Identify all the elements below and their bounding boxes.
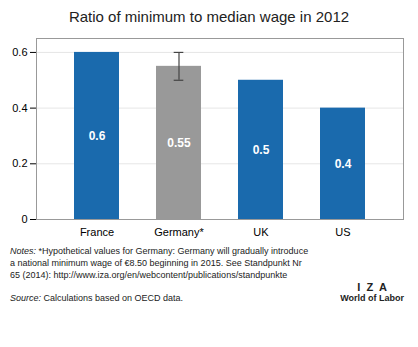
svg-text:0.6: 0.6 (12, 46, 27, 58)
html-text:65 (2014): http://www.iza.org/: 65 (2014): http://www.iza.org/en/webcont… (10, 270, 288, 280)
svg-text:0.4: 0.4 (12, 102, 27, 114)
html-text:a national minimum wage of €8.: a national minimum wage of €8.50 beginni… (10, 258, 302, 268)
svg-text:France: France (80, 226, 114, 238)
svg-text:0.2: 0.2 (12, 157, 27, 169)
html-text:Source: Calculations based on: Source: Calculations based on OECD data. (10, 293, 184, 303)
svg-text:Germany*: Germany* (154, 226, 204, 238)
svg-text:0: 0 (21, 213, 27, 225)
svg-text:0.6: 0.6 (89, 129, 106, 143)
svg-text:0.5: 0.5 (253, 143, 270, 157)
svg-text:US: US (335, 226, 350, 238)
html-text:I Z A: I Z A (357, 281, 387, 293)
svg-text:UK: UK (253, 226, 269, 238)
html-text:Ratio of minimum to median wag: Ratio of minimum to median wage in 2012 (68, 8, 350, 25)
html-text:Notes: *Hypothetical values fo: Notes: *Hypothetical values for Germany:… (10, 246, 309, 256)
svg-text:0.55: 0.55 (167, 136, 191, 150)
svg-text:0.4: 0.4 (335, 157, 352, 171)
html-text:World of Labor: World of Labor (340, 293, 404, 303)
